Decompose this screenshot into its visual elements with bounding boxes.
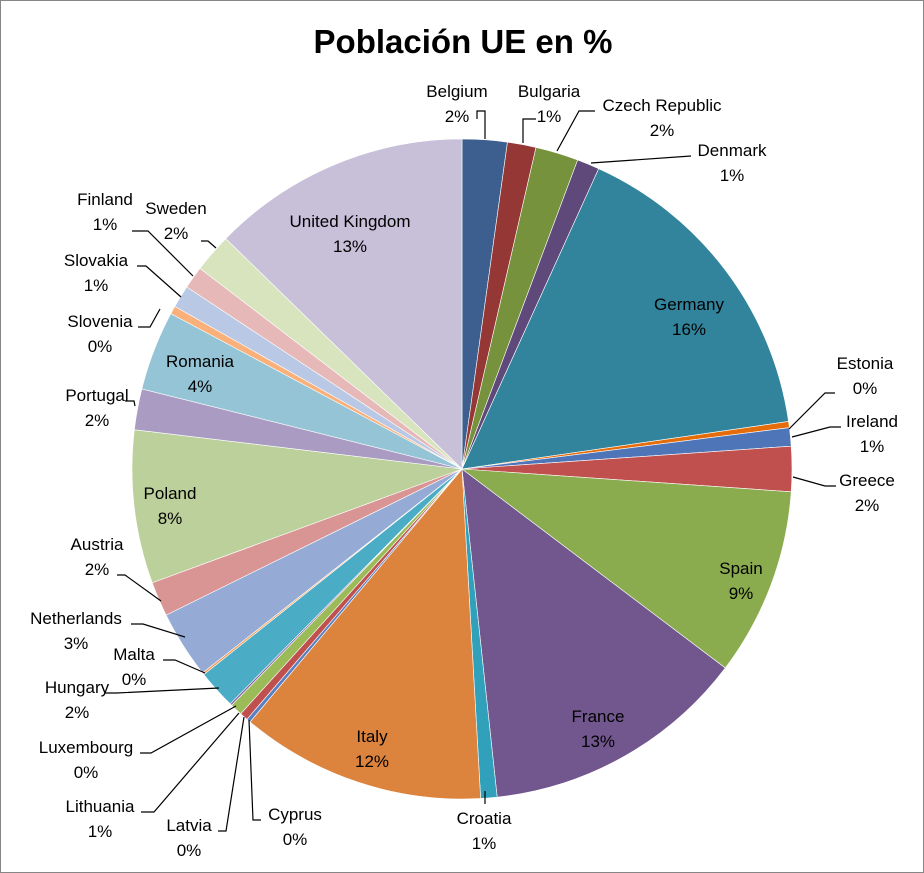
label-name-sweden: Sweden [145, 199, 206, 218]
label-value-portugal: 2% [85, 411, 110, 430]
label-value-denmark: 1% [720, 166, 745, 185]
label-value-italy: 12% [355, 752, 389, 771]
leader-estonia [788, 392, 835, 430]
label-value-ireland: 1% [860, 437, 885, 456]
label-value-france: 13% [581, 732, 615, 751]
label-name-slovakia: Slovakia [64, 251, 129, 270]
label-name-finland: Finland [77, 190, 133, 209]
leader-slovenia [138, 308, 161, 328]
pie-slices [131, 138, 793, 800]
label-value-lithuania: 1% [88, 822, 113, 841]
label-value-croatia: 1% [472, 834, 497, 853]
leader-cyprus [248, 719, 261, 821]
label-name-belgium: Belgium [426, 82, 487, 101]
leader-netherlands [131, 623, 186, 638]
label-name-slovenia: Slovenia [67, 312, 133, 331]
label-name-czech-republic: Czech Republic [602, 96, 722, 115]
leader-greece [792, 476, 836, 487]
label-name-latvia: Latvia [166, 816, 212, 835]
leader-latvia [218, 716, 245, 832]
label-value-germany: 16% [672, 320, 706, 339]
leader-finland [132, 230, 194, 277]
label-value-poland: 8% [158, 509, 183, 528]
leader-hungary [105, 687, 220, 694]
leader-malta [163, 659, 206, 674]
leader-bulgaria [522, 118, 536, 143]
slice-france [461, 468, 726, 798]
slice-italy [249, 468, 481, 800]
leader-lines [105, 110, 841, 832]
label-name-denmark: Denmark [698, 141, 767, 160]
label-name-italy: Italy [356, 727, 388, 746]
label-value-slovakia: 1% [84, 276, 109, 295]
label-value-latvia: 0% [177, 841, 202, 860]
label-name-netherlands: Netherlands [30, 609, 122, 628]
label-value-slovenia: 0% [88, 337, 113, 356]
label-name-ireland: Ireland [846, 412, 898, 431]
leader-portugal [125, 400, 136, 407]
label-value-czech-republic: 2% [650, 121, 675, 140]
label-value-cyprus: 0% [283, 830, 308, 849]
slice-spain [461, 468, 792, 669]
label-name-portugal: Portugal [65, 386, 128, 405]
label-name-croatia: Croatia [457, 809, 512, 828]
label-name-luxembourg: Luxembourg [39, 738, 134, 757]
label-value-belgium: 2% [445, 107, 470, 126]
label-name-greece: Greece [839, 471, 895, 490]
label-value-bulgaria: 1% [537, 107, 562, 126]
leader-austria [117, 574, 162, 602]
chart-title: Población UE en % [314, 23, 613, 60]
label-value-romania: 4% [188, 377, 213, 396]
leader-belgium [476, 110, 486, 139]
label-name-poland: Poland [144, 484, 197, 503]
label-name-germany: Germany [654, 295, 724, 314]
label-name-lithuania: Lithuania [65, 797, 135, 816]
label-name-france: France [572, 707, 625, 726]
label-name-malta: Malta [113, 645, 155, 664]
label-value-austria: 2% [85, 560, 110, 579]
label-name-austria: Austria [71, 535, 124, 554]
data-labels: Belgium 2% Bulgaria 1% Czech Republic 2% Denma… [30, 82, 898, 860]
leader-sweden [201, 240, 217, 249]
label-name-bulgaria: Bulgaria [518, 82, 581, 101]
label-value-estonia: 0% [853, 379, 878, 398]
leader-ireland [791, 426, 841, 438]
leader-denmark [590, 155, 692, 164]
leader-lithuania [141, 712, 240, 813]
label-value-spain: 9% [729, 584, 754, 603]
slice-united-kingdom [225, 138, 463, 470]
leader-slovakia [137, 265, 182, 298]
slice-germany [461, 168, 789, 470]
leader-czech-republic [556, 110, 595, 152]
label-value-sweden: 2% [164, 224, 189, 243]
label-name-hungary: Hungary [45, 678, 110, 697]
label-value-finland: 1% [93, 215, 118, 234]
leader-luxembourg [140, 705, 237, 754]
label-name-spain: Spain [719, 559, 762, 578]
label-name-estonia: Estonia [837, 354, 894, 373]
label-value-malta: 0% [122, 670, 147, 689]
label-name-romania: Romania [166, 352, 235, 371]
label-value-netherlands: 3% [64, 634, 89, 653]
label-name-cyprus: Cyprus [268, 805, 322, 824]
label-value-hungary: 2% [65, 703, 90, 722]
label-value-united-kingdom: 13% [333, 237, 367, 256]
slice-poland [131, 429, 463, 584]
label-value-greece: 2% [855, 496, 880, 515]
label-name-united-kingdom: United Kingdom [290, 212, 411, 231]
label-value-luxembourg: 0% [74, 763, 99, 782]
